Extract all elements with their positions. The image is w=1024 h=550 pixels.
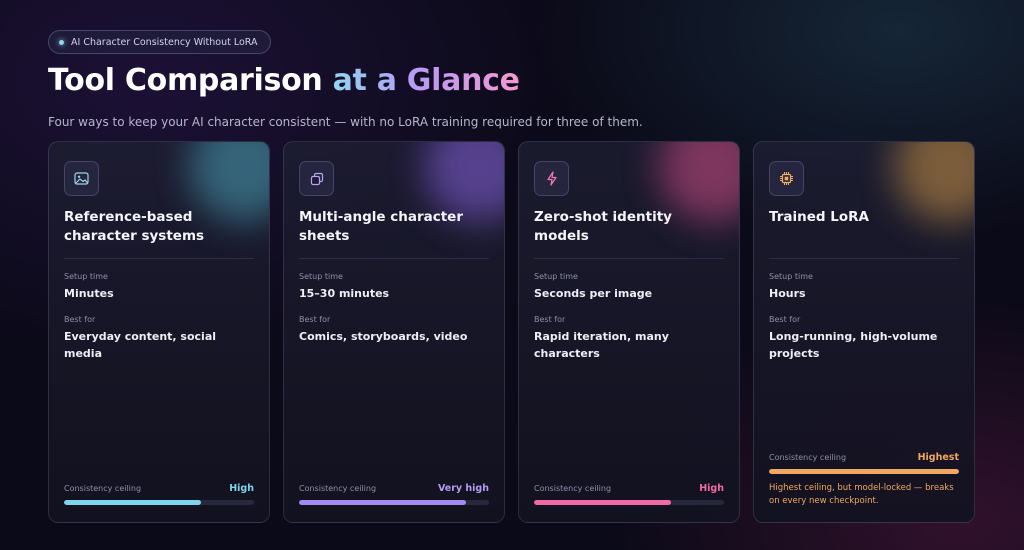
ceiling-row: Consistency ceiling Highest (769, 452, 959, 463)
badge-label: AI Character Consistency Without LoRA (71, 36, 258, 48)
card-divider (534, 258, 724, 259)
setup-value: Minutes (64, 287, 114, 300)
ceiling-rating: High (699, 483, 724, 494)
ceiling-meter (299, 500, 489, 505)
ceiling-meter-fill (299, 500, 467, 505)
topic-badge: AI Character Consistency Without LoRA (48, 30, 271, 54)
card-title: Reference-based character systems (64, 209, 205, 244)
ceiling-meter-fill (64, 500, 201, 505)
card-multi-angle: Multi-angle character sheets Setup time … (283, 141, 505, 523)
best-for-label: Best for (769, 315, 801, 324)
setup-label: Setup time (769, 272, 813, 281)
badge-dot (59, 39, 64, 45)
image-icon (64, 161, 99, 196)
ceiling-row: Consistency ceiling High (64, 483, 254, 494)
best-for-value: Everyday content, social media (64, 330, 217, 360)
ceiling-meter (64, 500, 254, 505)
card-divider (299, 258, 489, 259)
best-for-label: Best for (299, 315, 331, 324)
ceiling-meter-fill (769, 469, 959, 474)
best-for-label: Best for (534, 315, 566, 324)
card-reference-based: Reference-based character systems Setup … (48, 141, 270, 523)
ceiling-label: Consistency ceiling (534, 484, 612, 493)
ceiling-meter-fill (534, 500, 671, 505)
card-divider (64, 258, 254, 259)
ceiling-label: Consistency ceiling (64, 484, 142, 493)
setup-label: Setup time (534, 272, 578, 281)
card-title: Trained LoRA (769, 209, 869, 225)
ceiling-meter (769, 469, 959, 474)
setup-value: 15–30 minutes (299, 287, 390, 300)
card-divider (769, 258, 959, 259)
best-for-value: Rapid iteration, many characters (534, 330, 669, 360)
setup-value: Seconds per image (534, 287, 653, 300)
card-title: Zero-shot identity models (534, 209, 672, 244)
best-for-value: Comics, storyboards, video (299, 330, 468, 343)
best-for-label: Best for (64, 315, 96, 324)
setup-label: Setup time (299, 272, 343, 281)
ceiling-meter (534, 500, 724, 505)
card-zero-shot: Zero-shot identity models Setup time Sec… (518, 141, 740, 523)
card-title: Multi-angle character sheets (299, 209, 463, 244)
page-subtitle: Four ways to keep your AI character cons… (48, 115, 643, 129)
setup-label: Setup time (64, 272, 108, 281)
ceiling-label: Consistency ceiling (769, 453, 847, 462)
ceiling-rating: Highest (917, 452, 959, 463)
copy-icon (299, 161, 334, 196)
ceiling-row: Consistency ceiling Very high (299, 483, 489, 494)
chip-icon (769, 161, 804, 196)
ceiling-row: Consistency ceiling High (534, 483, 724, 494)
card-trained-lora: Trained LoRA Setup time Hours Best for L… (753, 141, 975, 523)
comparison-cards: Reference-based character systems Setup … (48, 141, 975, 523)
best-for-value: Long-running, high-volume projects (769, 330, 938, 360)
lora-warning-note: Highest ceiling, but model-locked — brea… (769, 483, 954, 506)
ceiling-rating: High (229, 483, 254, 494)
setup-value: Hours (769, 287, 806, 300)
title-main: Tool Comparison (48, 63, 333, 98)
title-accent: at a Glance (332, 63, 520, 98)
ceiling-rating: Very high (437, 483, 489, 494)
lightning-icon (534, 161, 569, 196)
ceiling-label: Consistency ceiling (299, 484, 377, 493)
page-title: Tool Comparison at a Glance (48, 63, 520, 98)
